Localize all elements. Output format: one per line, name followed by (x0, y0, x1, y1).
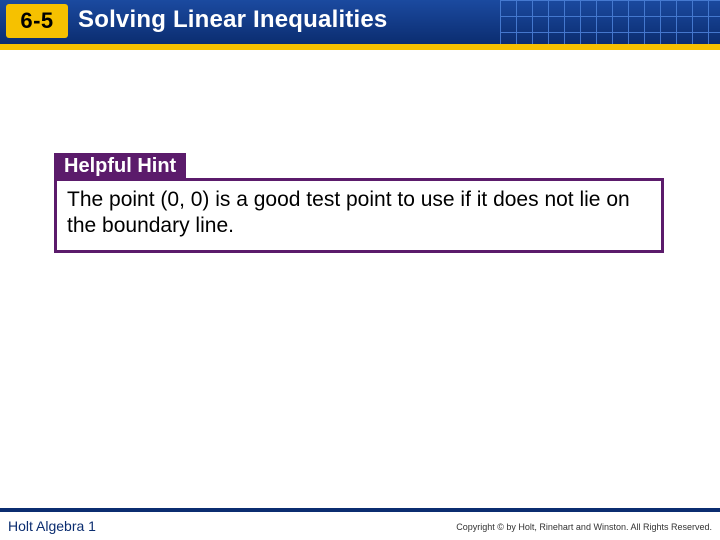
grid-pattern-icon (500, 0, 720, 44)
page-title: Solving Linear Inequalities (78, 6, 387, 34)
helpful-hint-box: Helpful Hint The point (0, 0) is a good … (54, 178, 664, 253)
header-bar: 6-5 Solving Linear Inequalities (0, 0, 720, 44)
footer-book-title: Holt Algebra 1 (8, 518, 96, 534)
header-underline (0, 44, 720, 50)
helpful-hint-label: Helpful Hint (54, 153, 186, 181)
helpful-hint-body: The point (0, 0) is a good test point to… (57, 181, 661, 250)
lesson-number-badge: 6-5 (6, 4, 68, 38)
footer-copyright: Copyright © by Holt, Rinehart and Winsto… (456, 522, 712, 532)
footer-divider (0, 508, 720, 512)
slide: 6-5 Solving Linear Inequalities Helpful … (0, 0, 720, 540)
lesson-number: 6-5 (20, 8, 53, 34)
